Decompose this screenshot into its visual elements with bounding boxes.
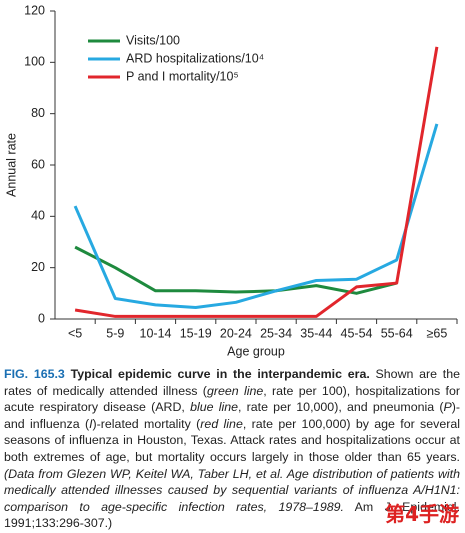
caption-text: Am J Epidemiol. 1991;133:296-307.): [4, 499, 461, 531]
x-tick-label: 15-19: [180, 326, 212, 340]
series-line: [74, 46, 439, 318]
x-tick-label: <5: [68, 326, 82, 340]
caption-text: , rate per 10,000), and pneumonia (: [238, 400, 444, 415]
caption-text: (Data from Glezen WP, Keitel WA, Taber L…: [4, 466, 460, 514]
y-tick-label: 80: [31, 106, 45, 120]
series-line: [74, 245, 398, 295]
caption-heading: Typical epidemic curve in the interpande…: [70, 367, 370, 381]
y-tick-label: 40: [31, 209, 45, 223]
chart: Annual rate Age group 0 20 40 60 80 100 120 <5 5…: [4, 3, 458, 358]
x-tick-label: 5-9: [106, 326, 124, 340]
series-line: [73, 123, 439, 309]
caption-text: )-related mortality (: [92, 416, 201, 431]
x-tick-label: 35-44: [300, 326, 332, 340]
y-tick-label: 20: [31, 260, 45, 274]
x-tick-label: 20-24: [220, 326, 252, 340]
caption-text: )- and influenza (: [4, 400, 460, 431]
y-tick-label: 0: [38, 311, 45, 325]
legend-label: Visits/100: [126, 33, 180, 47]
x-tick-label: 25-34: [260, 326, 292, 340]
legend-label: P and I mortality/10⁵: [126, 69, 239, 83]
caption: FIG. 165.3 Typical epidemic curve in the…: [4, 366, 460, 532]
x-tick-label: 10-14: [140, 326, 172, 340]
x-tick-label: ≥65: [427, 326, 448, 340]
x-axis-label: Age group: [227, 344, 285, 358]
caption-text: Shown are the rates of medically attende…: [4, 367, 460, 398]
y-tick-label: 60: [31, 157, 45, 171]
y-tick-label: 100: [24, 55, 45, 69]
caption-text: P: [443, 400, 452, 415]
x-tick-label: 55-64: [381, 326, 413, 340]
y-tick-label: 120: [24, 3, 45, 17]
caption-text: , rate per 100,000) by age for several s…: [4, 416, 460, 464]
figure-label: FIG. 165.3: [4, 367, 65, 381]
caption-text: blue line: [190, 400, 238, 415]
caption-text: green line: [206, 383, 264, 398]
watermark: 第4手游: [385, 502, 459, 526]
legend-label: ARD hospitalizations/10⁴: [126, 51, 264, 65]
caption-text: , rate per 100), hospitalizations for ac…: [4, 383, 460, 415]
caption-text: red line: [200, 416, 243, 431]
caption-text: I: [89, 416, 93, 431]
x-tick-label: 45-54: [341, 326, 373, 340]
y-axis-label: Annual rate: [4, 133, 18, 197]
